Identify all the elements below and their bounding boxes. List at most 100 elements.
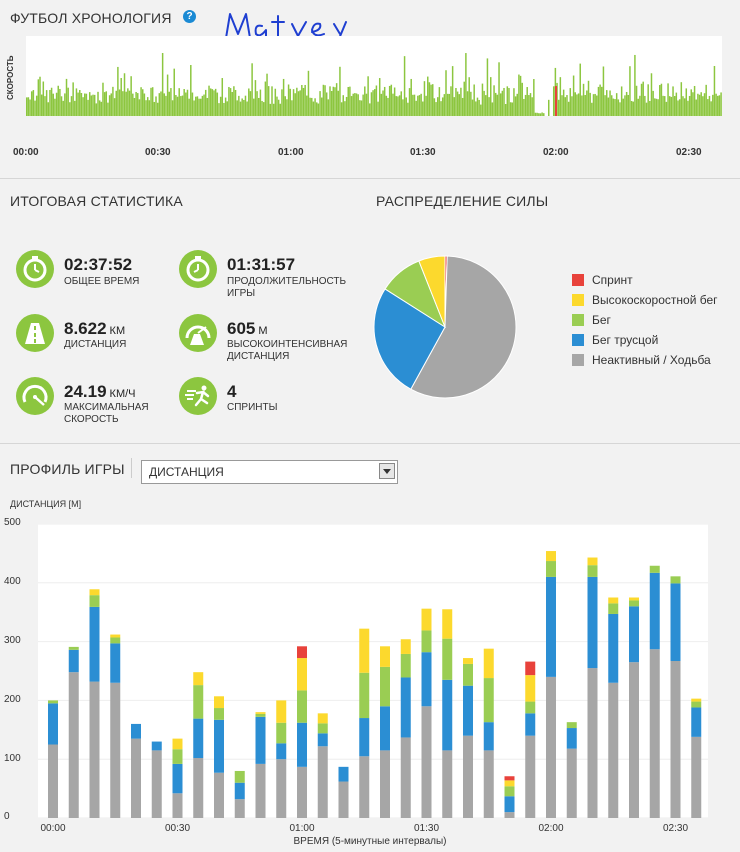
speed-trace-bar (655, 98, 658, 116)
speed-trace-bar (456, 91, 459, 116)
bar-segment (525, 735, 536, 818)
bar-segment (421, 608, 432, 631)
speed-trace-bar (453, 97, 456, 116)
timeline-tick: 00:30 (145, 147, 171, 158)
speed-trace-bar (330, 91, 333, 116)
bar-segment (421, 652, 432, 707)
speed-trace-bar (354, 93, 356, 116)
speed-trace-bar (708, 95, 711, 116)
speed-trace-bar (377, 101, 379, 116)
speed-trace-bar (466, 91, 469, 116)
bar-segment (297, 658, 307, 691)
speed-trace-bar (440, 101, 442, 116)
speed-trace-bar (587, 80, 590, 116)
speed-trace-bar (428, 82, 431, 116)
speed-trace-bar (418, 95, 421, 116)
bar-segment (276, 700, 287, 723)
speed-trace-bar (236, 100, 238, 116)
bar-segment (172, 763, 183, 794)
bar-segment (525, 713, 536, 736)
speed-trace-bar (584, 95, 586, 116)
profile-y-label: ДИСТАНЦИЯ [М] (10, 499, 82, 509)
speed-trace-bar (548, 99, 550, 116)
speed-trace-bar (405, 97, 407, 116)
bar-segment (380, 750, 390, 818)
speed-trace-bar (718, 95, 721, 116)
bar-segment (234, 799, 245, 818)
speed-trace-bar (491, 102, 494, 116)
speed-trace-bar (337, 90, 340, 116)
speed-trace-bar (602, 66, 605, 116)
speed-trace-bar (617, 99, 620, 116)
speed-trace-bar (494, 92, 497, 116)
speed-trace-bar (393, 87, 396, 116)
speed-trace-bar (443, 94, 446, 116)
speed-trace-bar (486, 58, 489, 116)
speed-trace-bar (445, 70, 447, 116)
bar-segment (421, 706, 432, 818)
speed-trace-bar (195, 96, 197, 116)
bar-segment (380, 666, 390, 707)
speed-trace-bar (122, 91, 124, 116)
speed-trace-bar (87, 99, 89, 116)
timeline-y-label: СКОРОСТЬ (6, 55, 15, 101)
speed-trace-bar (523, 98, 525, 116)
bar-segment (463, 658, 473, 664)
metric-select[interactable]: ДИСТАНЦИЯ (141, 460, 398, 484)
speed-trace-bar (591, 102, 593, 116)
speed-trace-bar (471, 99, 474, 116)
bar-segment (151, 741, 162, 751)
speed-trace-bar (183, 89, 185, 116)
speed-trace-bar (388, 85, 391, 116)
speed-trace-bar (395, 96, 398, 116)
bar-segment (608, 603, 619, 614)
speed-trace-bar (339, 66, 341, 116)
speed-trace-bar (625, 91, 628, 116)
speed-trace-bar (662, 95, 664, 116)
speed-trace-bar (642, 81, 644, 116)
speed-trace-bar (367, 76, 369, 116)
speed-trace-bar (619, 102, 621, 116)
speed-trace-bar (191, 92, 194, 116)
speed-trace-bar (609, 90, 611, 116)
help-icon[interactable]: ? (183, 10, 196, 23)
speed-trace-bar (176, 96, 179, 116)
hi-intensity-distance-label: ВЫСОКОИНТЕНСИВНАЯ ДИСТАНЦИЯ (227, 339, 348, 362)
speed-trace-bar (50, 87, 53, 116)
bar-segment (587, 565, 598, 577)
speed-trace-bar (475, 101, 477, 116)
speed-trace-bar (606, 90, 608, 116)
speed-trace-bar (635, 85, 638, 116)
bar-segment (110, 682, 121, 818)
speed-trace-bar (586, 90, 588, 116)
bar-segment (442, 609, 453, 639)
legend-swatch (572, 334, 584, 346)
bar-segment (525, 675, 536, 702)
speed-trace-bar (115, 90, 117, 116)
bar-segment (359, 628, 370, 673)
speed-trace-bar (185, 92, 187, 116)
speed-trace-bar (382, 90, 384, 116)
bar-segment (587, 557, 598, 566)
bar-segment (276, 722, 287, 744)
bar-segment (546, 676, 556, 818)
stopwatch-icon (16, 250, 54, 288)
speed-trace-bar (614, 99, 616, 116)
bar-segment (546, 551, 556, 562)
speed-trace-bar (390, 84, 393, 116)
speed-trace-bar (581, 95, 583, 116)
speed-trace-bar (557, 99, 560, 116)
speed-trace-bar (84, 93, 86, 116)
speed-trace-bar (277, 99, 280, 116)
speed-trace-bar (359, 100, 361, 116)
chevron-down-icon[interactable] (379, 463, 395, 479)
speed-trace-bar (480, 104, 482, 116)
speed-trace-bar (143, 93, 146, 116)
speed-trace-bar (262, 102, 265, 116)
speed-trace-bar (531, 97, 533, 116)
speed-trace-bar (541, 112, 543, 116)
speed-trace-bar (518, 74, 520, 116)
speed-trace-bar (432, 84, 434, 116)
speed-trace-bar (385, 95, 388, 116)
bar-segment (234, 782, 245, 800)
